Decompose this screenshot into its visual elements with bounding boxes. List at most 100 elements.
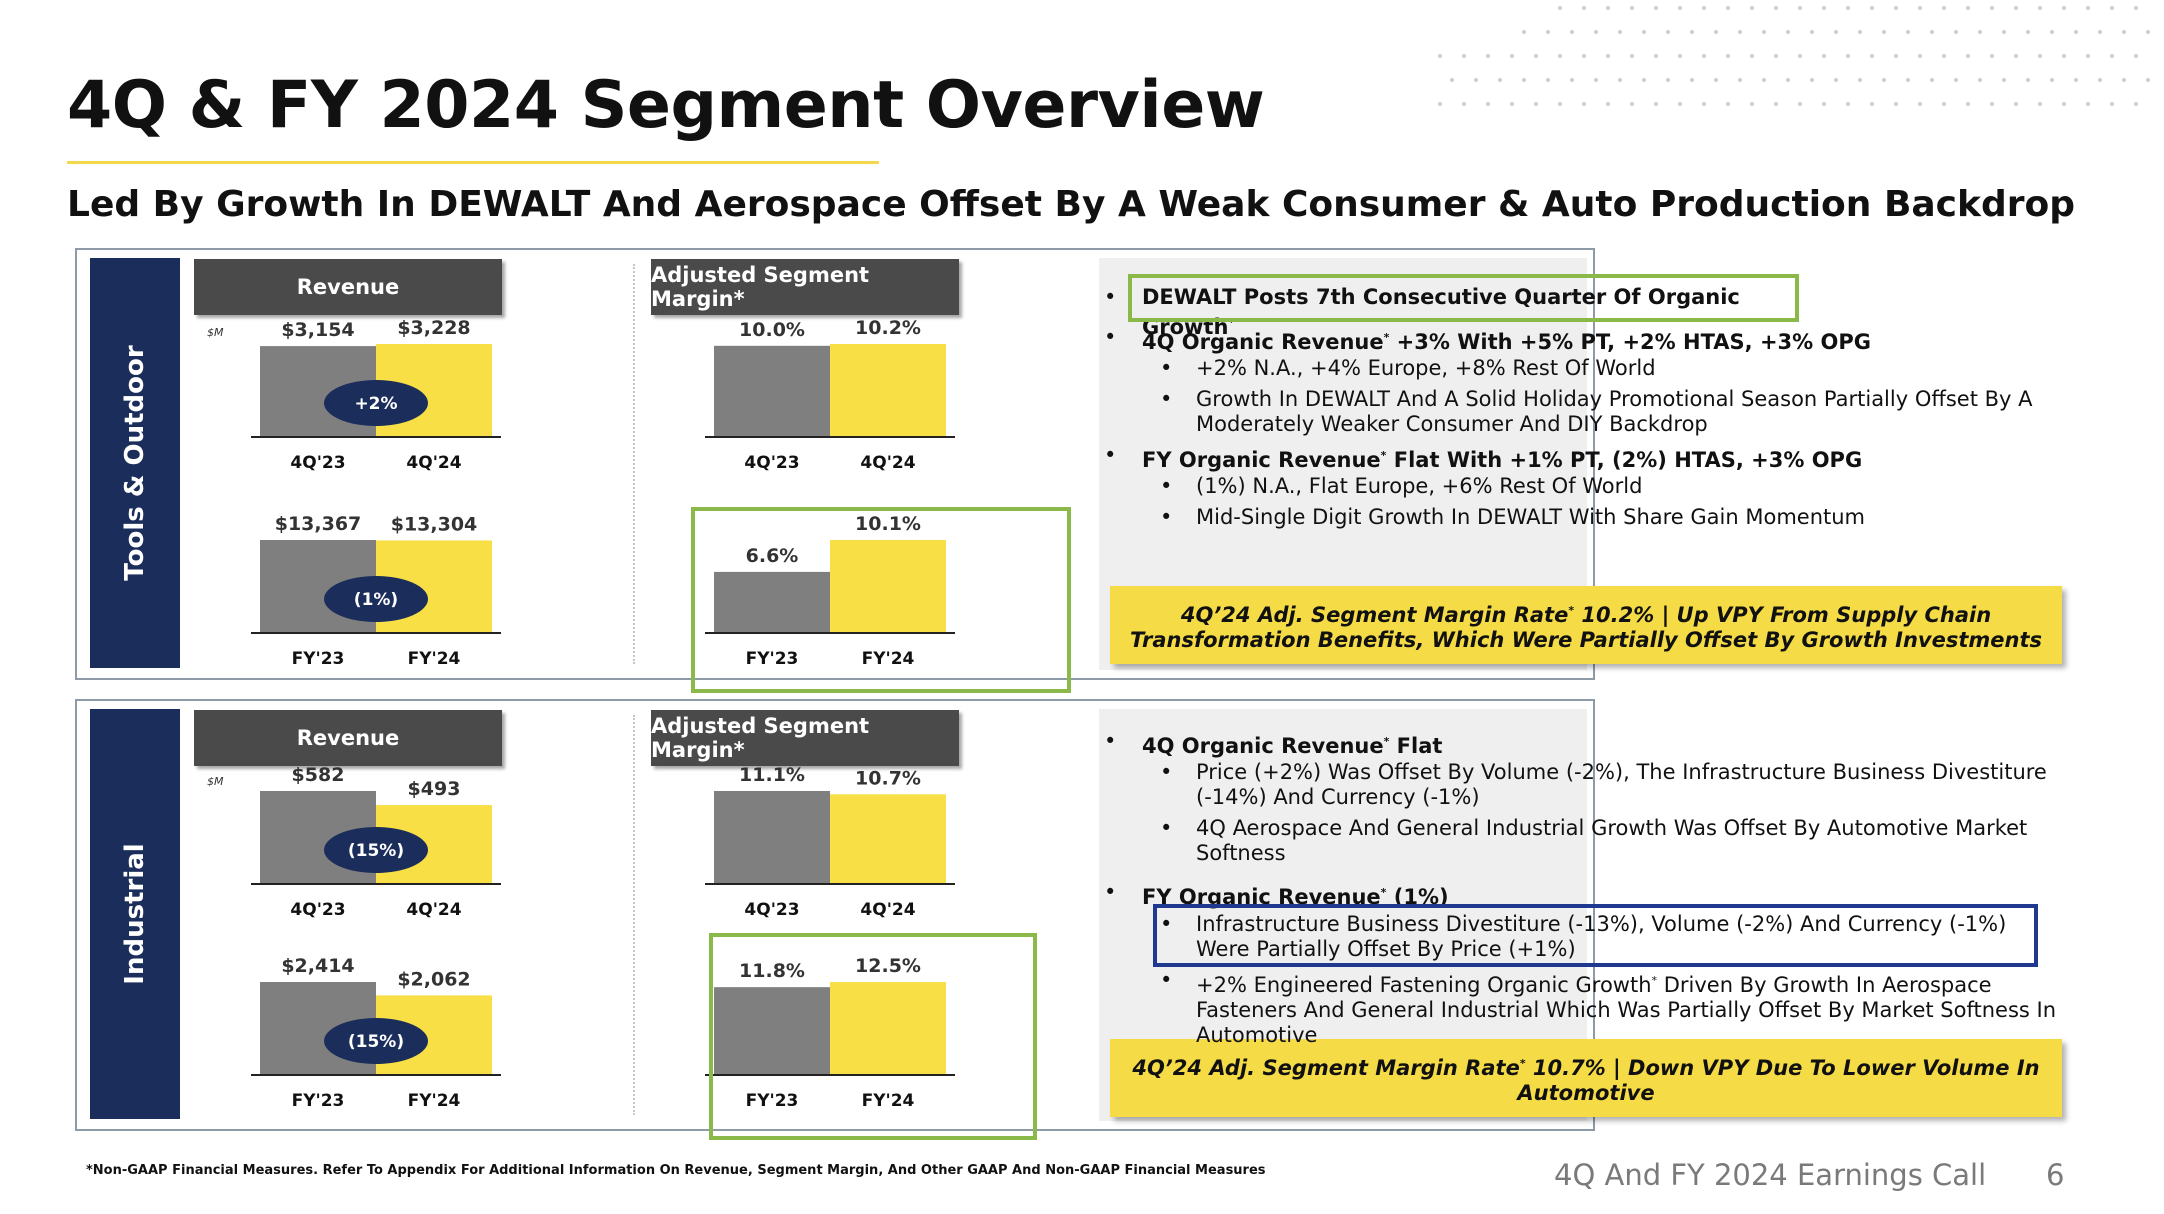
sub-bullet: • +2% Engineered Fastening Organic Growth… — [1160, 968, 2057, 1047]
chart-divider — [633, 715, 635, 1115]
decorative-dot — [1774, 6, 1778, 10]
decorative-dot — [2074, 78, 2078, 82]
decorative-dot — [1882, 78, 1886, 82]
decorative-dot — [1906, 30, 1910, 34]
category-label: FY'24 — [408, 649, 461, 669]
decorative-dot — [1738, 78, 1742, 82]
decorative-dot — [2086, 102, 2090, 106]
category-label: FY'23 — [746, 649, 799, 669]
decorative-dot — [2014, 102, 2018, 106]
category-label: FY'23 — [292, 649, 345, 669]
bar-chart: $582 4Q'23 $493 4Q'24 (15%) — [251, 764, 501, 920]
change-badge: (15%) — [324, 827, 428, 873]
decorative-dot — [1690, 78, 1694, 82]
decorative-dot — [1546, 30, 1550, 34]
data-label: $2,414 — [281, 955, 354, 977]
decorative-dot — [1630, 102, 1634, 106]
decorative-dot — [1918, 6, 1922, 10]
decorative-dot — [2134, 102, 2138, 106]
bullet: • 4Q Organic Revenue* Flat — [1104, 729, 1443, 758]
decorative-dot — [1918, 102, 1922, 106]
data-label: $493 — [408, 778, 461, 800]
decorative-dot — [1702, 6, 1706, 10]
decorative-dot — [1834, 30, 1838, 34]
decorative-dot — [1594, 78, 1598, 82]
decorative-dot — [2122, 78, 2126, 82]
decorative-dot — [1966, 54, 1970, 58]
decorative-dot — [1690, 30, 1694, 34]
sub-bullet: • Mid-Single Digit Growth In DEWALT With … — [1160, 505, 1866, 529]
data-label: $2,062 — [397, 968, 470, 990]
decorative-dot — [2062, 54, 2066, 58]
decorative-dot — [2086, 6, 2090, 10]
change-badge-shape — [324, 827, 428, 873]
sub-bullet: • (1%) N.A., Flat Europe, +6% Rest Of Wor… — [1160, 474, 1643, 498]
decorative-dot — [2050, 30, 2054, 34]
decorative-dot — [1582, 6, 1586, 10]
bar-chart: 6.6% FY'23 10.1% FY'24 — [705, 513, 955, 669]
decorative-dot — [2050, 78, 2054, 82]
decorative-dot — [1774, 54, 1778, 58]
change-badge-shape — [324, 380, 428, 426]
bullet: • 4Q Organic Revenue* +3% With +5% PT, +2… — [1104, 325, 1871, 354]
unit-label: $M — [207, 326, 224, 339]
decorative-dot — [1570, 30, 1574, 34]
decorative-dot — [1522, 30, 1526, 34]
decorative-dot — [2002, 78, 2006, 82]
category-label: FY'24 — [862, 649, 915, 669]
bar-chart: $2,414 FY'23 $2,062 FY'24 (15%) — [251, 955, 501, 1111]
bar-4q24 — [830, 794, 946, 883]
decorative-dot — [1462, 102, 1466, 106]
chart-divider — [633, 264, 635, 664]
chart-margin-fy: 11.8% FY'23 12.5% FY'24 — [697, 954, 997, 1111]
decorative-dot — [1858, 30, 1862, 34]
decorative-dot — [1738, 30, 1742, 34]
data-label: $3,228 — [397, 317, 470, 339]
decorative-dot — [1942, 6, 1946, 10]
decorative-dot — [1774, 102, 1778, 106]
bar-fy23 — [714, 987, 830, 1074]
decorative-dot — [2026, 78, 2030, 82]
decorative-dot — [1978, 30, 1982, 34]
decorative-dot — [1618, 78, 1622, 82]
decorative-dot — [1930, 78, 1934, 82]
decorative-dot — [1486, 54, 1490, 58]
decorative-dot — [2098, 78, 2102, 82]
decorative-dot — [2026, 30, 2030, 34]
change-badge-shape — [324, 576, 428, 622]
change-badge: (1%) — [324, 576, 428, 622]
sub-bullet: • 4Q Aerospace And General Industrial Gro… — [1160, 816, 2028, 865]
data-label: 10.7% — [855, 767, 921, 789]
decorative-dot — [2146, 78, 2150, 82]
decorative-dot — [1798, 102, 1802, 106]
decorative-dot — [1966, 6, 1970, 10]
decorative-dot — [1558, 102, 1562, 106]
decorative-dot — [2038, 54, 2042, 58]
decorative-dot — [1606, 6, 1610, 10]
decorative-dot — [1954, 78, 1958, 82]
decorative-dot — [1726, 54, 1730, 58]
decorative-dot — [2062, 102, 2066, 106]
decorative-dot — [1786, 30, 1790, 34]
decorative-dot — [1858, 78, 1862, 82]
decorative-dot — [1834, 78, 1838, 82]
decorative-dot — [1582, 54, 1586, 58]
decorative-dot — [2062, 6, 2066, 10]
bar-chart: 10.0% 4Q'23 10.2% 4Q'24 — [705, 317, 955, 473]
margin-callout: 4Q’24 Adj. Segment Margin Rate* 10.2% | … — [1110, 586, 2062, 664]
decorative-dot — [1846, 102, 1850, 106]
decorative-dot — [1498, 78, 1502, 82]
decorative-dot — [1822, 54, 1826, 58]
decorative-dot — [1654, 54, 1658, 58]
decorative-dot — [1582, 102, 1586, 106]
change-badge-label: (15%) — [348, 841, 404, 861]
margin-header: Adjusted Segment Margin* — [651, 259, 959, 315]
decorative-dot — [1750, 102, 1754, 106]
data-label: $13,304 — [391, 513, 478, 535]
decorative-dot — [1678, 54, 1682, 58]
decorative-dot — [1558, 6, 1562, 10]
bar-fy24 — [830, 540, 946, 632]
decorative-dot — [1882, 30, 1886, 34]
data-label: $582 — [292, 764, 345, 786]
decorative-dot — [1654, 102, 1658, 106]
